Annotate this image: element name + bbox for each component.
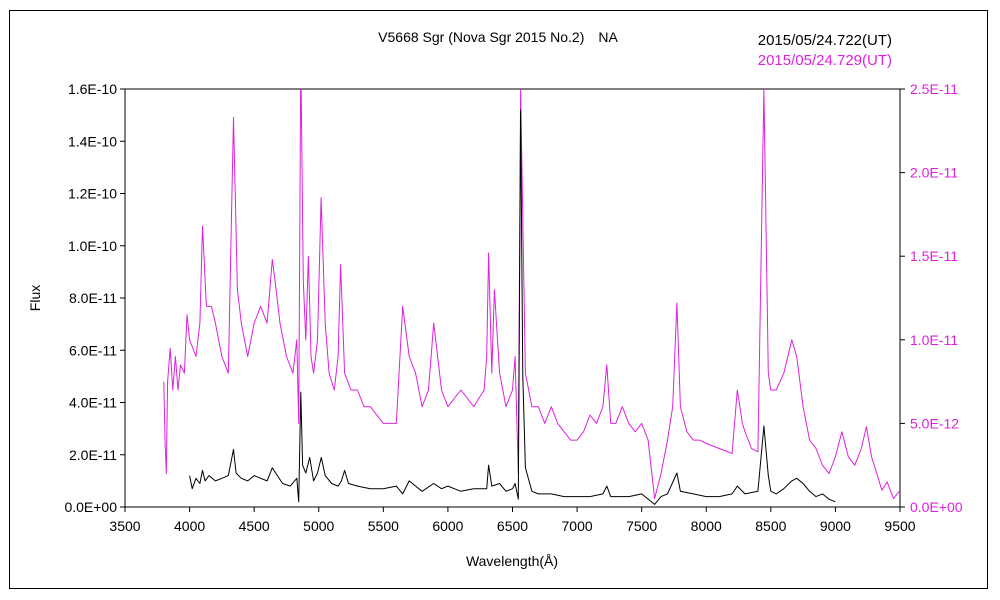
y-right-tick-label: 1.0E-11 [910, 332, 958, 348]
y-left-tick-label: 0.0E+00 [64, 499, 117, 515]
x-tick-label: 6000 [432, 518, 463, 534]
y-left-tick-label: 2.0E-11 [69, 447, 117, 463]
y-left-tick-label: 1.4E-10 [68, 133, 117, 149]
y-right-tick-label: 5.0E-12 [910, 415, 959, 431]
series-line-black [189, 109, 836, 505]
y-left-tick-label: 1.0E-10 [68, 238, 117, 254]
legend-entry-black: 2015/05/24.722(UT) [758, 32, 892, 49]
y-left-tick-label: 6.0E-11 [69, 342, 117, 358]
x-tick-label: 6500 [497, 518, 528, 534]
x-tick-label: 7000 [562, 518, 593, 534]
x-axis-label: Wavelength(Å) [466, 553, 558, 569]
y-left-tick-label: 1.6E-10 [68, 81, 117, 97]
series-group [163, 89, 900, 505]
y-axis-label: Flux [27, 285, 43, 311]
chart-frame [9, 10, 988, 589]
x-tick-label: 7500 [626, 518, 657, 534]
x-tick-label: 3500 [109, 518, 140, 534]
y-right-tick-label: 0.0E+00 [910, 499, 963, 515]
chart-title: V5668 Sgr (Nova Sgr 2015 No.2) NA [378, 29, 618, 45]
x-tick-label: 8500 [755, 518, 786, 534]
x-tick-label: 4000 [174, 518, 205, 534]
y-left-tick-label: 4.0E-11 [69, 395, 117, 411]
x-tick-label: 9000 [820, 518, 851, 534]
x-tick-label: 5000 [303, 518, 334, 534]
legend-entry-magenta: 2015/05/24.729(UT) [758, 52, 892, 69]
x-tick-label: 5500 [368, 518, 399, 534]
y-left-tick-label: 8.0E-11 [69, 290, 117, 306]
x-tick-label: 8000 [691, 518, 722, 534]
x-tick-label: 9500 [884, 518, 915, 534]
plot-area-border [124, 88, 901, 508]
series-line-magenta [163, 89, 900, 500]
axes-group: 3500 4000 4500 5000 5500 6000 6500 7000 7500 8000… [64, 81, 962, 534]
y-right-tick-label: 2.5E-11 [910, 81, 958, 97]
x-tick-label: 4500 [239, 518, 270, 534]
y-right-tick-label: 1.5E-11 [910, 248, 958, 264]
y-right-tick-label: 2.0E-11 [910, 165, 958, 181]
y-left-tick-label: 1.2E-10 [68, 186, 117, 202]
